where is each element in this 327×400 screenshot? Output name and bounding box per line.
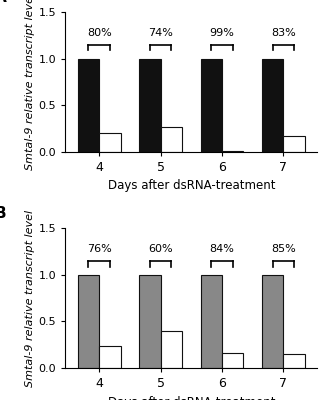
- Bar: [222, 151, 244, 152]
- X-axis label: Days after dsRNA-treatment: Days after dsRNA-treatment: [108, 396, 275, 400]
- Text: 74%: 74%: [148, 28, 173, 38]
- Text: A: A: [0, 0, 7, 5]
- Bar: [78, 275, 99, 368]
- Bar: [161, 331, 182, 368]
- Bar: [78, 58, 99, 152]
- Text: 60%: 60%: [148, 244, 173, 254]
- Text: B: B: [0, 206, 7, 222]
- Y-axis label: Smtal-9 relative transcript level: Smtal-9 relative transcript level: [25, 0, 35, 170]
- Bar: [161, 128, 182, 152]
- Y-axis label: Smtal-9 relative transcript level: Smtal-9 relative transcript level: [25, 210, 35, 387]
- Bar: [284, 354, 305, 368]
- Bar: [200, 275, 222, 368]
- Text: 84%: 84%: [210, 244, 234, 254]
- Bar: [99, 346, 121, 368]
- Bar: [262, 275, 284, 368]
- X-axis label: Days after dsRNA-treatment: Days after dsRNA-treatment: [108, 179, 275, 192]
- Bar: [262, 58, 284, 152]
- Text: 83%: 83%: [271, 28, 296, 38]
- Bar: [284, 136, 305, 152]
- Text: 80%: 80%: [87, 28, 112, 38]
- Bar: [99, 133, 121, 152]
- Text: 99%: 99%: [210, 28, 234, 38]
- Text: 85%: 85%: [271, 244, 296, 254]
- Bar: [139, 58, 161, 152]
- Text: 76%: 76%: [87, 244, 112, 254]
- Bar: [200, 58, 222, 152]
- Bar: [222, 353, 244, 368]
- Bar: [139, 275, 161, 368]
